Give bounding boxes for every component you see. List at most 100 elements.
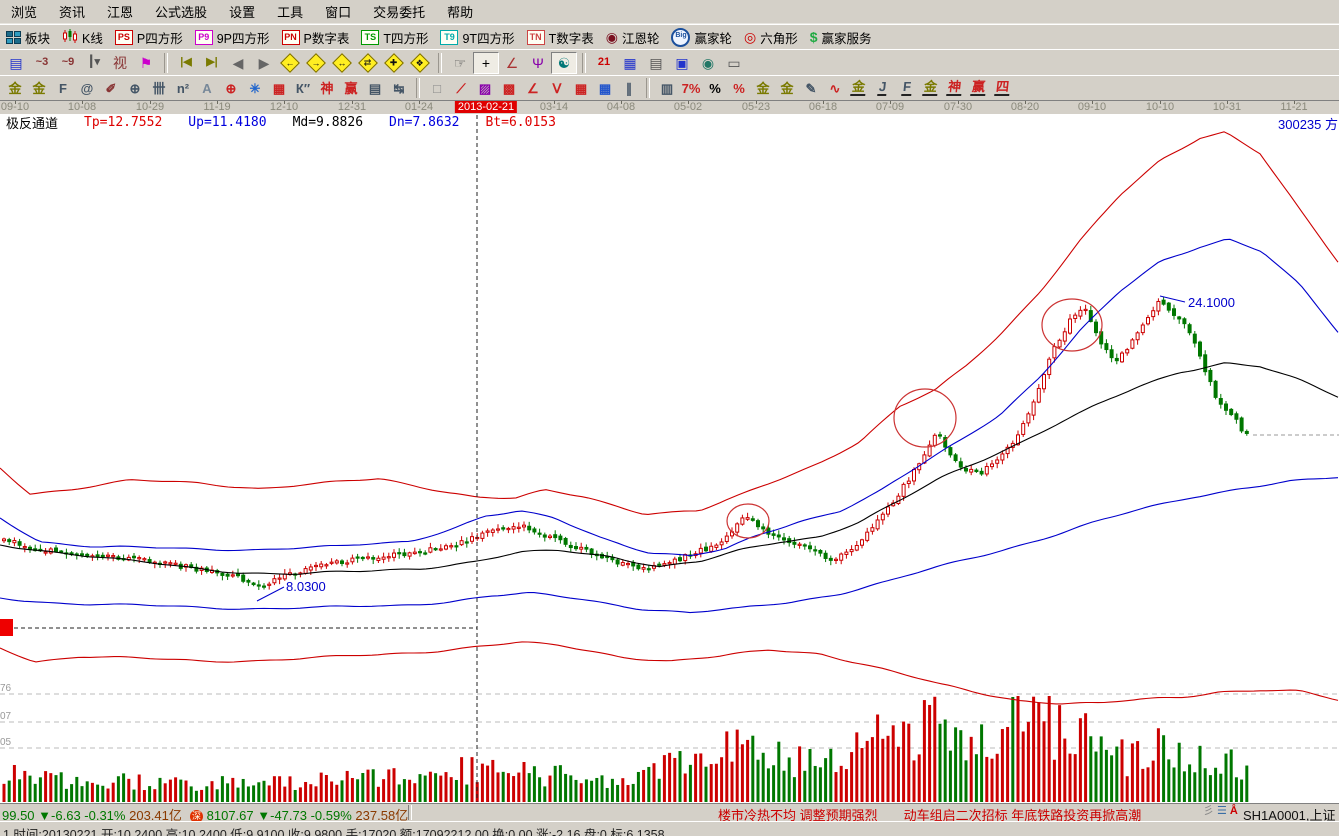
fibonacci-icon[interactable]: F <box>51 78 75 99</box>
quote-list-icon[interactable]: ▤ <box>3 52 29 74</box>
span-arrow-icon[interactable]: ↹ <box>387 78 411 99</box>
red-curve-icon[interactable]: ∿ <box>823 78 847 99</box>
sector-grid-button[interactable]: 板块 <box>0 27 56 48</box>
selected-date-tag[interactable]: 2013-02-21 <box>454 101 518 113</box>
antenna-icon[interactable]: Å <box>1229 805 1238 817</box>
percent-line-icon[interactable]: % <box>727 78 751 99</box>
index2-quote[interactable]: 深 8107.67 ▼-47.73 -0.59% 237.58亿 <box>190 805 408 821</box>
shift-right-icon[interactable]: → <box>303 52 329 74</box>
gann-wheel-button[interactable]: ◉ 江恩轮 <box>600 27 666 48</box>
fan-lines-icon[interactable]: ⟋ <box>449 78 473 99</box>
price-volume-chart[interactable]: 76 07 05 24.1000 8.0300 <box>0 114 1339 803</box>
p-number-table-button[interactable]: PN P数字表 <box>276 27 356 48</box>
9t-square-button[interactable]: T9 9T四方形 <box>434 27 520 48</box>
menu-1[interactable]: 资讯 <box>59 5 86 20</box>
grid-box-blue-icon[interactable]: ▦ <box>593 78 617 99</box>
date-axis[interactable]: 09-10 10-08 10-29 11-19 12-10 12-31 01-24 2013-… <box>0 100 1339 115</box>
expand-horizontal-icon[interactable]: ↔ <box>329 52 355 74</box>
scale-bars-icon[interactable]: ▥ <box>655 78 679 99</box>
flag-icon[interactable]: ⚑ <box>133 52 159 74</box>
menu-8[interactable]: 帮助 <box>447 5 474 20</box>
notepad-icon[interactable]: ▤ <box>643 52 669 74</box>
calculator-icon[interactable]: ▦ <box>617 52 643 74</box>
angle-lines-icon[interactable]: ∠ <box>521 78 545 99</box>
pattern-icon[interactable]: 视 <box>107 52 133 74</box>
pen-icon[interactable]: ✎ <box>799 78 823 99</box>
calendar-icon[interactable]: 21 <box>591 52 617 74</box>
menu-2[interactable]: 江恩 <box>107 5 134 20</box>
candle-style-icon[interactable]: ┃▾ <box>81 52 107 74</box>
zigzag-icon[interactable]: Ⅴ <box>545 78 569 99</box>
win-tool-icon[interactable]: 赢 <box>339 78 363 99</box>
web-grid-icon[interactable]: ▦ <box>267 78 291 99</box>
zoom-out-icon[interactable]: ❖ <box>407 52 433 74</box>
save-icon[interactable]: ▣ <box>669 52 695 74</box>
grid-box-red-icon[interactable]: ▦ <box>569 78 593 99</box>
comb-icon[interactable]: 卌 <box>147 78 171 99</box>
winner-wheel-button[interactable]: Big 赢家轮 <box>665 27 738 48</box>
spiral-icon[interactable]: @ <box>75 78 99 99</box>
compress-icon[interactable]: ⇄ <box>355 52 381 74</box>
seven-percent-icon[interactable]: 7% <box>679 78 703 99</box>
star-grid-icon[interactable]: ✳ <box>243 78 267 99</box>
compass-tool-icon[interactable]: Ψ <box>525 52 551 74</box>
cycle-clock-icon[interactable]: ⊕ <box>123 78 147 99</box>
mirror-icon[interactable]: A <box>195 78 219 99</box>
gold-angle-icon[interactable]: 金 <box>847 78 871 99</box>
percent-icon[interactable]: % <box>703 78 727 99</box>
stack-icon[interactable]: ☰ <box>1217 805 1227 817</box>
search-icon[interactable]: ◉ <box>695 52 721 74</box>
j-angle-icon[interactable]: J <box>871 78 895 99</box>
gold-ruler-1-icon[interactable]: 金 <box>3 78 27 99</box>
hand-tool-icon[interactable]: ☞ <box>447 52 473 74</box>
shen-angle-icon[interactable]: 神 <box>943 78 967 99</box>
f-angle-icon[interactable]: F <box>895 78 919 99</box>
step-forward-icon[interactable]: ▶ <box>251 52 277 74</box>
smart-analysis-icon[interactable]: ☯ <box>551 51 577 74</box>
n-square-icon[interactable]: n² <box>171 78 195 99</box>
wave-9-icon[interactable]: ~9 <box>55 52 81 74</box>
9p-square-button[interactable]: P9 9P四方形 <box>189 27 276 48</box>
winner-service-button[interactable]: $ 赢家服务 <box>804 27 878 48</box>
box-tool-icon[interactable]: □ <box>425 78 449 99</box>
target-icon[interactable]: ⊕ <box>219 78 243 99</box>
menu-4[interactable]: 设置 <box>229 5 256 20</box>
shift-left-icon[interactable]: ← <box>277 52 303 74</box>
gold-circle-icon[interactable]: 金 <box>751 78 775 99</box>
chart-area[interactable]: 极反通道 Tp=12.7552 Up=11.4180 Md=9.8826 Dn=7.8… <box>0 114 1339 803</box>
shen-tool-icon[interactable]: 神 <box>315 78 339 99</box>
menu-7[interactable]: 交易委托 <box>373 5 426 20</box>
menu-5[interactable]: 工具 <box>277 5 304 20</box>
gold-line-icon[interactable]: 金 <box>775 78 799 99</box>
measure-tool-icon[interactable]: ∠ <box>499 52 525 74</box>
hatch-box-icon[interactable]: ▩ <box>497 78 521 99</box>
crosshair-tool-icon[interactable]: + <box>473 51 499 74</box>
hexagon-button[interactable]: ◎ 六角形 <box>738 27 804 48</box>
skip-first-icon[interactable]: |◀ <box>173 52 199 74</box>
ruler-grid-icon[interactable]: ▤ <box>363 78 387 99</box>
skip-last-icon[interactable]: ▶| <box>199 52 225 74</box>
p-square-button[interactable]: PS P四方形 <box>109 27 189 48</box>
kline-button[interactable]: K线 <box>56 27 109 48</box>
four-angle-icon[interactable]: 四 <box>991 78 1015 99</box>
menu-0[interactable]: 浏览 <box>11 5 38 20</box>
t-square-button[interactable]: TS T四方形 <box>355 27 434 48</box>
win-angle-icon[interactable]: 赢 <box>967 78 991 99</box>
k-mark-icon[interactable]: К″ <box>291 78 315 99</box>
signal-icon[interactable]: 彡 <box>1203 805 1214 817</box>
gold-ruler-2-icon[interactable]: 金 <box>27 78 51 99</box>
brush-icon[interactable]: ✐ <box>99 78 123 99</box>
gold-angle-2-icon[interactable]: 金 <box>919 78 943 99</box>
wave-3-icon[interactable]: ~3 <box>29 52 55 74</box>
news-ticker[interactable]: 楼市冷热不均 调整预期强烈 动车组启二次招标 年底铁路投资再掀高潮 <box>718 808 1142 821</box>
menu-3[interactable]: 公式选股 <box>155 5 208 20</box>
step-back-icon[interactable]: ◀ <box>225 52 251 74</box>
purple-fan-box-icon[interactable]: ▨ <box>473 78 497 99</box>
zoom-in-icon[interactable]: ✚ <box>381 52 407 74</box>
crosshair-price-marker[interactable] <box>0 619 13 636</box>
menu-6[interactable]: 窗口 <box>325 5 352 20</box>
index1-quote[interactable]: 99.50 ▼-6.63 -0.31% 203.41亿 <box>2 805 182 821</box>
workstation-icon[interactable]: ▭ <box>721 52 747 74</box>
t-number-table-button[interactable]: TN T数字表 <box>521 27 600 48</box>
parallel-lines-icon[interactable]: ∥ <box>617 78 641 99</box>
